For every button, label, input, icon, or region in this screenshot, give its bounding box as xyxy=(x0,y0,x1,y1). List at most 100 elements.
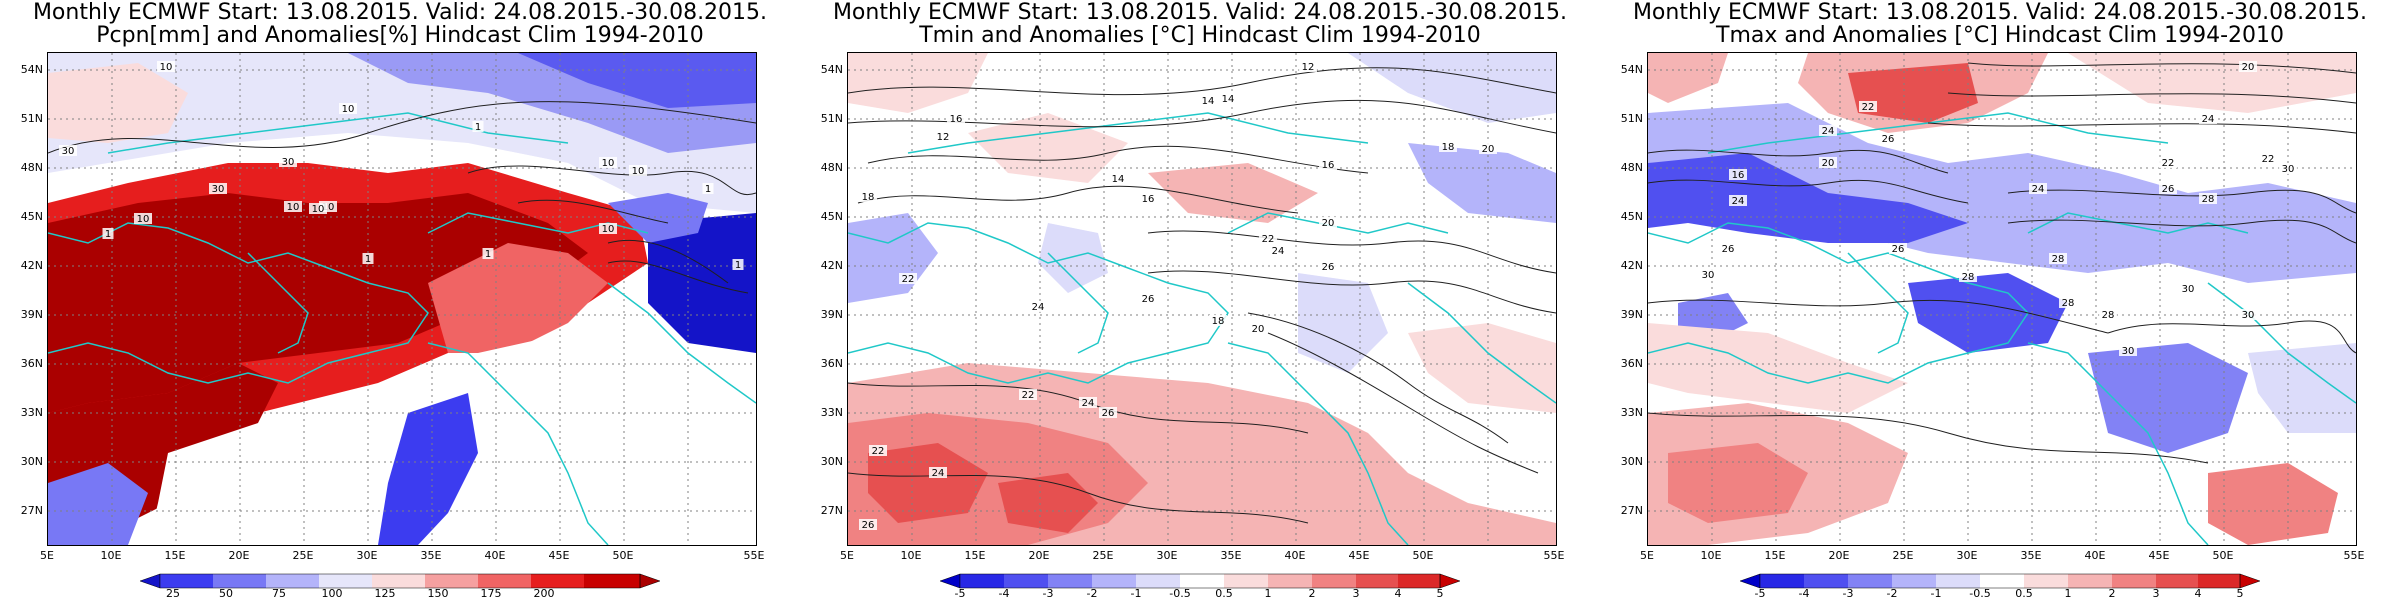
contour-label: 28 xyxy=(1959,271,1977,283)
lon-label: 25E xyxy=(292,549,314,562)
colorbar-swatches xyxy=(139,573,661,589)
contour-label: 10 xyxy=(284,201,302,213)
contour-label: 28 xyxy=(2099,309,2117,321)
lat-label: 27N xyxy=(1620,504,1643,517)
svg-text:24: 24 xyxy=(1272,246,1285,257)
contour-label: 22 xyxy=(1259,233,1277,245)
svg-text:1: 1 xyxy=(735,260,741,271)
svg-text:26: 26 xyxy=(1142,294,1155,305)
colorbar-label: 125 xyxy=(374,587,396,600)
colorbar-swatches xyxy=(1739,573,2261,589)
lat-label: 30N xyxy=(1620,455,1643,468)
svg-text:22: 22 xyxy=(2162,158,2175,169)
contour-label: 30 xyxy=(2239,309,2257,321)
contour-label: 30 xyxy=(1699,269,1717,281)
svg-text:24: 24 xyxy=(1732,196,1745,207)
svg-text:30: 30 xyxy=(2282,164,2295,175)
colorbar-label: 5 xyxy=(2236,587,2244,600)
colorbar xyxy=(139,573,661,589)
svg-text:16: 16 xyxy=(950,114,963,125)
colorbar-label: 50 xyxy=(219,587,233,600)
contour-label: 1 xyxy=(362,253,374,265)
tmin-map: 12 14 14 16 12 18 20 16 14 16 18 20 22 24 26 22 24 26 18 20… xyxy=(847,52,1557,546)
lat-label: 42N xyxy=(1620,259,1643,272)
lon-label: 15E xyxy=(964,549,986,562)
contour-label: 20 xyxy=(1479,143,1497,155)
contour-label: 1 xyxy=(702,183,714,195)
svg-text:24: 24 xyxy=(932,468,945,479)
lon-label: 5E xyxy=(40,549,54,562)
svg-text:10: 10 xyxy=(322,202,335,213)
svg-text:26: 26 xyxy=(1322,262,1335,273)
contour-label: 22 xyxy=(1019,389,1037,401)
svg-text:14: 14 xyxy=(1202,96,1215,107)
lon-label: 55E xyxy=(2343,549,2365,562)
lon-label: 30E xyxy=(1156,549,1178,562)
contour-label: 10 xyxy=(339,103,357,115)
panel-subtitle: Pcpn[mm] and Anomalies[%] Hindcast Clim … xyxy=(96,23,704,48)
svg-text:28: 28 xyxy=(2052,254,2065,265)
lon-label: 20E xyxy=(1028,549,1050,562)
lat-label: 48N xyxy=(820,161,843,174)
svg-text:26: 26 xyxy=(1892,244,1905,255)
colorbar-label: 5 xyxy=(1436,587,1444,600)
contour-label: 18 xyxy=(1439,141,1457,153)
colorbar-label: 4 xyxy=(2194,587,2202,600)
colorbar-label: 25 xyxy=(166,587,180,600)
svg-text:28: 28 xyxy=(1962,272,1975,283)
colorbar-label: -4 xyxy=(1798,587,1810,600)
contour-label: 1 xyxy=(472,121,484,133)
svg-text:16: 16 xyxy=(1322,160,1335,171)
contour-label: 26 xyxy=(1099,407,1117,419)
contour-label: 10 xyxy=(629,165,647,177)
svg-text:10: 10 xyxy=(602,158,615,169)
colorbar-label: -5 xyxy=(954,587,966,600)
contour-label: 22 xyxy=(2259,153,2277,165)
svg-text:10: 10 xyxy=(287,202,300,213)
svg-text:1: 1 xyxy=(705,184,711,195)
colorbar-label: -3 xyxy=(1042,587,1054,600)
svg-text:20: 20 xyxy=(1252,324,1265,335)
panel-subtitle: Tmin and Anomalies [°C] Hindcast Clim 19… xyxy=(919,23,1481,48)
tmax-panel: Monthly ECMWF Start: 13.08.2015. Valid: … xyxy=(1600,0,2400,600)
colorbar-label: -3 xyxy=(1842,587,1854,600)
contour-label: 24 xyxy=(1079,397,1097,409)
lat-label: 48N xyxy=(1620,161,1643,174)
colorbar-label: 1 xyxy=(1264,587,1272,600)
colorbar xyxy=(1739,573,2261,589)
colorbar-label: -4 xyxy=(998,587,1010,600)
svg-text:30: 30 xyxy=(2182,284,2195,295)
colorbar-label: 1 xyxy=(2064,587,2072,600)
lat-label: 54N xyxy=(20,63,43,76)
precip-map: 10 10 1 30 10 30 10 30 1 10 10 10 10 1 1 10 1 1 xyxy=(47,52,757,546)
svg-text:28: 28 xyxy=(2102,310,2115,321)
lon-label: 10E xyxy=(1700,549,1722,562)
svg-text:18: 18 xyxy=(1212,316,1225,327)
contour-label: 24 xyxy=(1729,195,1747,207)
colorbar-label: 3 xyxy=(1352,587,1360,600)
lon-label: 45E xyxy=(1348,549,1370,562)
lon-label: 20E xyxy=(228,549,250,562)
svg-text:16: 16 xyxy=(1732,170,1745,181)
colorbar-label: -1 xyxy=(1930,587,1942,600)
contour-label: 10 xyxy=(599,223,617,235)
colorbar-label: 175 xyxy=(480,587,502,600)
svg-text:30: 30 xyxy=(1702,270,1715,281)
colorbar-label: 0.5 xyxy=(2015,587,2033,600)
colorbar-label: 3 xyxy=(2152,587,2160,600)
lon-label: 10E xyxy=(100,549,122,562)
contour-label: 1 xyxy=(102,228,114,240)
contour-label: 28 xyxy=(2199,193,2217,205)
lat-label: 39N xyxy=(820,308,843,321)
lat-label: 30N xyxy=(820,455,843,468)
colorbar-label: 150 xyxy=(427,587,449,600)
contour-label: 20 xyxy=(1319,217,1337,229)
svg-text:16: 16 xyxy=(1142,194,1155,205)
svg-text:30: 30 xyxy=(212,184,225,195)
lat-label: 51N xyxy=(1620,112,1643,125)
contour-label: 10 xyxy=(157,61,175,73)
contour-label: 20 xyxy=(1249,323,1267,335)
svg-text:12: 12 xyxy=(1302,62,1315,73)
lon-label: 45E xyxy=(548,549,570,562)
svg-text:20: 20 xyxy=(2242,62,2255,73)
